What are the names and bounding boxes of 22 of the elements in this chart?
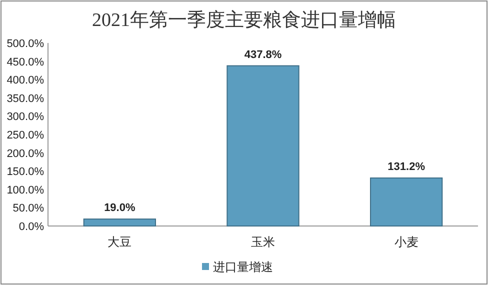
data-label: 19.0% xyxy=(104,202,136,214)
bar xyxy=(83,218,156,226)
legend-label: 进口量增速 xyxy=(213,260,273,274)
bar xyxy=(370,177,443,226)
y-tick-label: 300.0% xyxy=(6,111,44,124)
y-tick-label: 50.0% xyxy=(12,202,44,215)
y-tick-label: 250.0% xyxy=(6,130,44,142)
y-tick-label: 150.0% xyxy=(6,166,44,178)
y-tick-label: 200.0% xyxy=(6,148,44,160)
chart-title: 2021年第一季度主要粮食进口量增幅 xyxy=(92,9,396,31)
data-label: 131.2% xyxy=(388,160,426,173)
y-tick-label: 0.0% xyxy=(18,221,44,233)
y-tick-label: 500.0% xyxy=(6,38,44,50)
data-label: 437.8% xyxy=(244,48,282,61)
y-tick-label: 400.0% xyxy=(6,74,44,87)
y-tick-label: 350.0% xyxy=(6,92,44,105)
x-tick-label: 小麦 xyxy=(394,235,418,249)
x-tick-label: 玉米 xyxy=(251,235,275,249)
bar xyxy=(226,65,300,226)
y-tick-label: 450.0% xyxy=(6,56,44,68)
x-tick-label: 大豆 xyxy=(108,235,132,249)
y-tick-label: 100.0% xyxy=(6,184,44,196)
